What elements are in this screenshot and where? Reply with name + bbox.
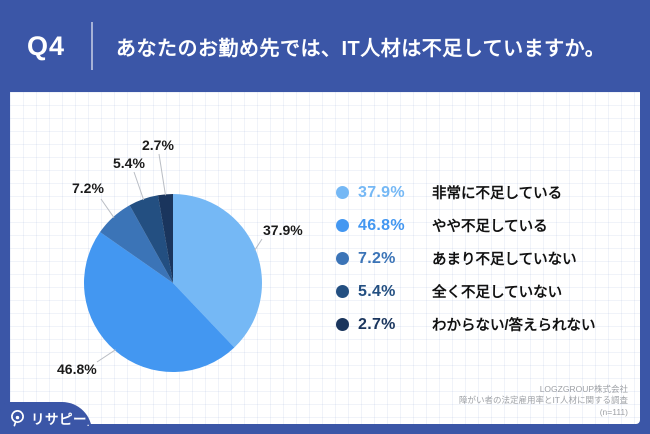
logo-text: リサピー.	[31, 412, 90, 428]
magnifier-pin-icon	[11, 409, 24, 426]
sample-size: (n=111)	[599, 406, 628, 417]
pie-slice-2	[100, 205, 173, 283]
pie-slice-0	[173, 194, 262, 348]
leader-line-1	[96, 349, 116, 363]
question-title: あなたのお勤め先では、IT人材は不足していますか。	[116, 37, 606, 60]
leader-line-0	[254, 238, 263, 251]
legend-item: 5.4% 全く不足していない	[336, 275, 626, 308]
legend-percentage: 2.7%	[358, 315, 396, 333]
legend-label: 非常に不足している	[432, 186, 563, 202]
legend-dot-icon	[336, 252, 349, 265]
legend-label: わからない/答えられない	[432, 318, 596, 334]
pie-slice-label-3: 5.4%	[113, 155, 145, 171]
source-note: LOGZGROUP株式会社 障がい者の法定雇用率とIT人材に関する調査 (n=1…	[459, 384, 628, 419]
pie-slice-label-4: 2.7%	[142, 137, 174, 153]
source-survey-title: 障がい者の法定雇用率とIT人材に関する調査	[458, 395, 628, 405]
legend-percentage: 37.9%	[358, 183, 405, 201]
pie-slice-label-2: 7.2%	[72, 180, 104, 196]
question-number: Q4	[26, 30, 66, 61]
pie-slice-4	[157, 194, 173, 283]
pie-chart-svg: 37.9% 46.8% 7.2% 5.4% 2.7%	[57, 137, 303, 377]
legend-dot-icon	[336, 186, 349, 199]
legend-percentage: 7.2%	[358, 249, 396, 267]
legend-percentage: 5.4%	[358, 282, 396, 300]
legend-label: あまり不足していない	[432, 252, 577, 268]
legend-dot-icon	[336, 285, 349, 298]
resapee-logo: リサピー.	[0, 402, 92, 434]
source-company: LOGZGROUP株式会社	[539, 383, 628, 394]
pie-slice-label-1: 46.8%	[57, 361, 97, 377]
pie-chart: 37.9% 46.8% 7.2% 5.4% 2.7%	[10, 92, 340, 394]
legend-item: 2.7% わからない/答えられない	[336, 308, 626, 341]
legend-label: 全く不足していない	[432, 285, 563, 301]
logo-trademark: .	[87, 419, 90, 428]
pie-slice-1	[83, 232, 235, 373]
question-header: Q4 あなたのお勤め先では、IT人材は不足していますか。	[0, 0, 650, 92]
legend-dot-icon	[336, 219, 349, 232]
legend-label: やや不足している	[432, 219, 548, 235]
legend-item: 37.9% 非常に不足している	[336, 176, 626, 209]
legend-percentage: 46.8%	[358, 216, 405, 234]
legend-item: 46.8% やや不足している	[336, 209, 626, 242]
pie-slice-label-0: 37.9%	[263, 222, 303, 238]
leader-line-2	[100, 198, 115, 218]
leader-line-3	[133, 171, 145, 201]
leader-line-4	[158, 153, 166, 196]
legend-item: 7.2% あまり不足していない	[336, 242, 626, 275]
chart-card: 37.9% 46.8% 7.2% 5.4% 2.7% 37.9% 非常に不足している 4…	[10, 92, 640, 424]
legend-dot-icon	[336, 318, 349, 331]
pie-slice-3	[129, 195, 173, 283]
header-divider	[91, 22, 93, 70]
chart-legend: 37.9% 非常に不足している 46.8% やや不足している 7.2% あまり不…	[336, 176, 626, 341]
